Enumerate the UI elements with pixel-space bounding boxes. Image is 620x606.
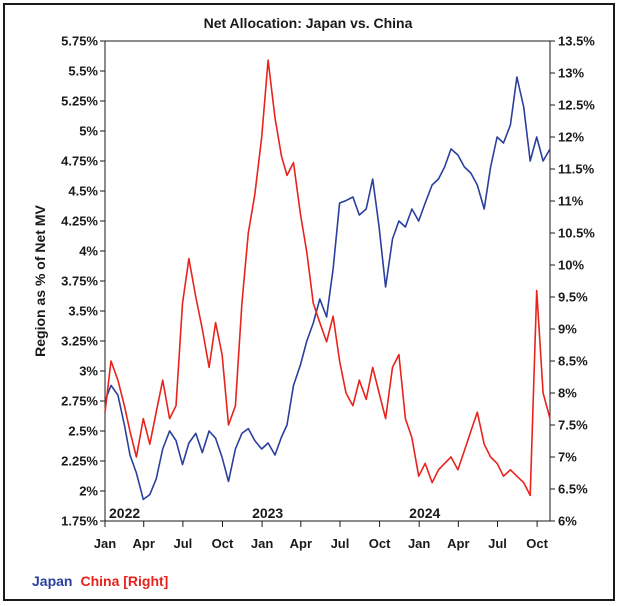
right-tick-label: 9.5% [558, 290, 588, 305]
x-tick-label: Oct [212, 536, 234, 551]
year-label: 2022 [109, 505, 140, 521]
chart-frame: Net Allocation: Japan vs. China 1.75% 2% 2… [3, 3, 615, 601]
right-tick-label: 10% [558, 258, 584, 273]
x-tick-label: Jan [251, 536, 273, 551]
left-tick-label: 5.25% [61, 94, 98, 109]
left-tick-label: 3.25% [61, 334, 98, 349]
right-tick-label: 9% [558, 322, 577, 337]
right-tick-label: 8% [558, 386, 577, 401]
right-tick-label: 7% [558, 450, 577, 465]
right-tick-label: 13% [558, 66, 584, 81]
plot-area [104, 40, 551, 522]
left-tick-label: 4.25% [61, 214, 98, 229]
right-tick-label: 8.5% [558, 354, 588, 369]
left-tick-label: 3.5% [68, 304, 98, 319]
chart-title: Net Allocation: Japan vs. China [204, 15, 413, 31]
x-tick-label: Apr [133, 536, 155, 551]
left-tick-label: 4.5% [68, 184, 98, 199]
series-line-china-right [104, 59, 551, 497]
right-tick-label: 10.5% [558, 226, 595, 241]
legend-entry: Japan [32, 573, 72, 589]
left-tick-label: 2.75% [61, 394, 98, 409]
x-tick-label: Apr [447, 536, 469, 551]
year-label: 2024 [409, 505, 440, 521]
right-tick-label: 12% [558, 130, 584, 145]
right-tick-label: 6.5% [558, 482, 588, 497]
right-tick-label: 11.5% [558, 162, 595, 177]
x-tick-label: Apr [290, 536, 312, 551]
left-tick-label: 5% [79, 124, 98, 139]
left-tick-label: 3% [79, 364, 98, 379]
left-tick-label: 3.75% [61, 274, 98, 289]
left-tick-label: 4.75% [61, 154, 98, 169]
year-label: 2023 [252, 505, 283, 521]
y-axis-label: Region as % of Net MV [32, 204, 48, 356]
x-tick-label: Oct [369, 536, 391, 551]
x-tick-label: Jan [408, 536, 430, 551]
left-tick-label: 1.75% [61, 514, 98, 529]
x-tick-label: Jul [331, 536, 350, 551]
left-tick-label: 5.5% [68, 64, 98, 79]
right-tick-label: 13.5% [558, 34, 595, 49]
x-tick-label: Jul [173, 536, 192, 551]
right-tick-label: 12.5% [558, 98, 595, 113]
left-tick-label: 4% [79, 244, 98, 259]
right-tick-label: 11% [558, 194, 584, 209]
left-tick-label: 5.75% [61, 34, 98, 49]
right-tick-label: 6% [558, 514, 577, 529]
series-line-japan [104, 76, 551, 501]
right-tick-label: 7.5% [558, 418, 588, 433]
x-tick-label: Oct [526, 536, 548, 551]
left-tick-label: 2.5% [68, 424, 98, 439]
line-chart: Net Allocation: Japan vs. China 1.75% 2% 2… [32, 15, 595, 589]
left-tick-label: 2.25% [61, 454, 98, 469]
x-tick-label: Jan [94, 536, 116, 551]
legend-entry: China [Right] [80, 573, 168, 589]
left-tick-label: 2% [79, 484, 98, 499]
x-tick-label: Jul [488, 536, 507, 551]
